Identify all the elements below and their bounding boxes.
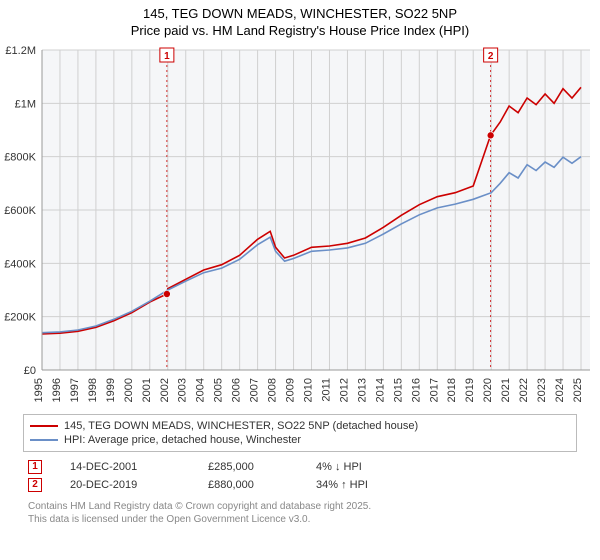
svg-text:2025: 2025 <box>572 378 584 402</box>
svg-text:2024: 2024 <box>554 378 566 402</box>
svg-text:2019: 2019 <box>464 378 476 402</box>
legend-swatch <box>30 439 58 441</box>
title-line-1: 145, TEG DOWN MEADS, WINCHESTER, SO22 5N… <box>10 6 590 23</box>
svg-text:1998: 1998 <box>87 378 99 402</box>
chart-area: £0 £200K £400K £600K £800K £1M £1.2M 1995 1996 19… <box>0 40 600 410</box>
svg-text:2011: 2011 <box>320 378 332 402</box>
svg-text:2006: 2006 <box>231 378 243 402</box>
svg-text:2000: 2000 <box>123 378 135 402</box>
svg-text:2007: 2007 <box>249 378 261 402</box>
footer-attribution: Contains HM Land Registry data © Crown c… <box>0 494 600 526</box>
legend-row: 145, TEG DOWN MEADS, WINCHESTER, SO22 5N… <box>30 419 570 433</box>
svg-text:1999: 1999 <box>105 378 117 402</box>
transactions: 1 14-DEC-2001 £285,000 4% ↓ HPI 2 20-DEC-2019… <box>0 452 600 494</box>
svg-text:1995: 1995 <box>33 378 45 402</box>
svg-text:1997: 1997 <box>69 378 81 402</box>
transaction-row: 1 14-DEC-2001 £285,000 4% ↓ HPI <box>0 458 600 476</box>
svg-text:1: 1 <box>164 51 170 62</box>
chart-title: 145, TEG DOWN MEADS, WINCHESTER, SO22 5N… <box>0 0 600 40</box>
svg-text:2022: 2022 <box>518 378 530 402</box>
svg-text:2020: 2020 <box>482 378 494 402</box>
svg-text:2012: 2012 <box>338 378 350 402</box>
svg-text:2004: 2004 <box>195 378 207 402</box>
legend-row: HPI: Average price, detached house, Winc… <box>30 433 570 447</box>
svg-text:2021: 2021 <box>500 378 512 402</box>
legend-label: HPI: Average price, detached house, Winc… <box>64 434 301 446</box>
title-line-2: Price paid vs. HM Land Registry's House … <box>10 23 590 40</box>
svg-text:1996: 1996 <box>51 378 63 402</box>
legend-label: 145, TEG DOWN MEADS, WINCHESTER, SO22 5N… <box>64 420 418 432</box>
legend: 145, TEG DOWN MEADS, WINCHESTER, SO22 5N… <box>23 414 577 452</box>
transaction-price: £880,000 <box>208 479 288 491</box>
svg-text:2001: 2001 <box>141 378 153 402</box>
transaction-price: £285,000 <box>208 461 288 473</box>
svg-text:2015: 2015 <box>392 378 404 402</box>
svg-text:2002: 2002 <box>159 378 171 402</box>
svg-text:£1M: £1M <box>15 98 36 110</box>
svg-text:2: 2 <box>488 51 494 62</box>
transaction-badge: 1 <box>28 460 42 474</box>
svg-text:£600K: £600K <box>4 205 36 217</box>
svg-text:£800K: £800K <box>4 151 36 163</box>
svg-text:2017: 2017 <box>428 378 440 402</box>
svg-text:2003: 2003 <box>177 378 189 402</box>
footer-line-2: This data is licensed under the Open Gov… <box>28 513 600 526</box>
svg-text:2014: 2014 <box>374 378 386 402</box>
transaction-delta: 34% ↑ HPI <box>316 479 436 491</box>
svg-text:2016: 2016 <box>410 378 422 402</box>
chart-container: 145, TEG DOWN MEADS, WINCHESTER, SO22 5N… <box>0 0 600 560</box>
svg-text:£1.2M: £1.2M <box>5 45 36 57</box>
legend-swatch <box>30 425 58 427</box>
svg-text:£200K: £200K <box>4 311 36 323</box>
transaction-date: 14-DEC-2001 <box>70 461 180 473</box>
svg-text:£0: £0 <box>24 365 36 377</box>
svg-text:2010: 2010 <box>303 378 315 402</box>
svg-text:2018: 2018 <box>446 378 458 402</box>
svg-text:£400K: £400K <box>4 258 36 270</box>
svg-text:2023: 2023 <box>536 378 548 402</box>
footer-line-1: Contains HM Land Registry data © Crown c… <box>28 500 600 513</box>
svg-text:2008: 2008 <box>267 378 279 402</box>
transaction-badge: 2 <box>28 478 42 492</box>
svg-text:2009: 2009 <box>285 378 297 402</box>
transaction-delta: 4% ↓ HPI <box>316 461 436 473</box>
svg-text:2013: 2013 <box>356 378 368 402</box>
svg-text:2005: 2005 <box>213 378 225 402</box>
chart-svg: £0 £200K £400K £600K £800K £1M £1.2M 1995 1996 19… <box>0 40 600 410</box>
transaction-row: 2 20-DEC-2019 £880,000 34% ↑ HPI <box>0 476 600 494</box>
transaction-date: 20-DEC-2019 <box>70 479 180 491</box>
